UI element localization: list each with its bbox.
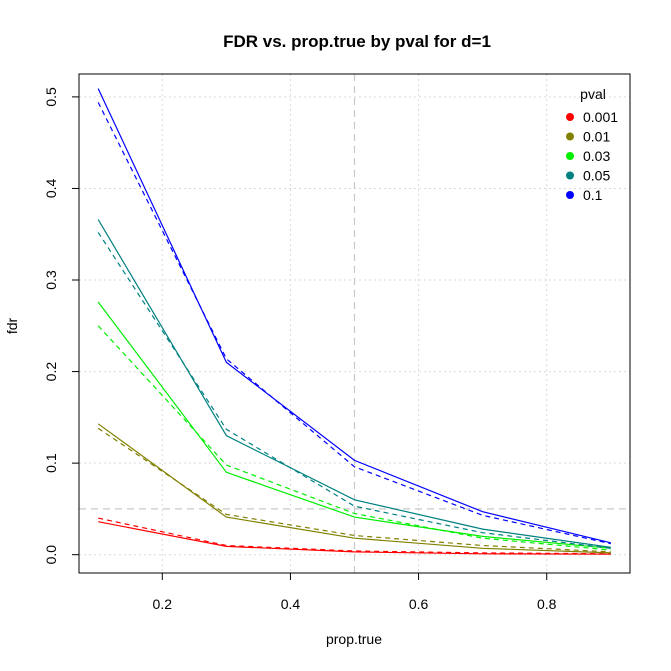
y-tick-label-4: 0.4 — [43, 178, 59, 198]
y-tick-label-1: 0.1 — [43, 453, 59, 473]
y-tick-label-2: 0.2 — [43, 362, 59, 382]
series-lines — [97, 88, 611, 555]
series-line-solid-0 — [98, 521, 611, 555]
series-line-solid-4 — [97, 88, 611, 544]
legend-title: pval — [580, 86, 606, 102]
chart-title: FDR vs. prop.true by pval for d=1 — [223, 32, 491, 51]
series-line-dashed-3 — [97, 232, 611, 549]
series-line-dashed-2 — [97, 325, 611, 551]
series-line-solid-2 — [97, 301, 611, 549]
legend-label-1: 0.01 — [583, 129, 610, 145]
legend-marker-2 — [566, 152, 574, 160]
y-tick-label-3: 0.3 — [43, 270, 59, 290]
y-tick-label-5: 0.5 — [43, 87, 59, 107]
legend-label-2: 0.03 — [583, 148, 610, 164]
y-axis: 0.0 0.1 0.2 0.3 0.4 0.5 — [43, 87, 80, 565]
legend-marker-0 — [566, 113, 574, 121]
legend-marker-1 — [566, 132, 574, 141]
x-tick-label-2: 0.6 — [409, 596, 429, 612]
legend-label-4: 0.1 — [583, 187, 603, 203]
x-axis: 0.2 0.4 0.6 0.8 — [153, 572, 557, 612]
series-line-dashed-4 — [97, 102, 611, 545]
x-tick-label-3: 0.8 — [537, 596, 557, 612]
x-tick-label-0: 0.2 — [153, 596, 173, 612]
legend-marker-4 — [566, 191, 574, 199]
y-tick-label-0: 0.0 — [43, 545, 59, 565]
x-axis-label: prop.true — [326, 631, 382, 647]
legend-label-3: 0.05 — [583, 168, 610, 184]
y-axis-label: fdr — [4, 317, 20, 334]
legend-label-0: 0.001 — [583, 109, 618, 125]
reference-lines — [79, 74, 630, 573]
x-tick-label-1: 0.4 — [281, 596, 301, 612]
legend-marker-3 — [566, 171, 574, 180]
series-line-dashed-1 — [97, 427, 611, 553]
legend: pval 0.001 0.01 0.03 0.05 0.1 — [566, 86, 618, 203]
